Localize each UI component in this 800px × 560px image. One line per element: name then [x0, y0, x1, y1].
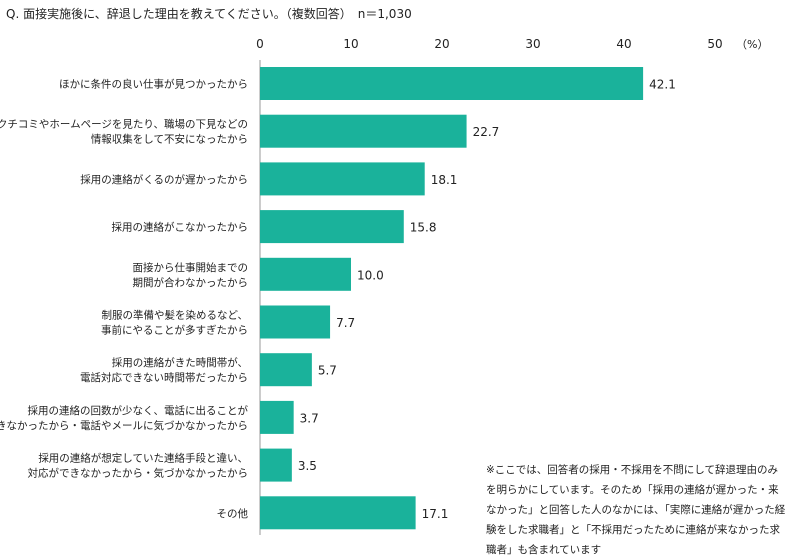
- value-label-2: 18.1: [431, 173, 458, 187]
- bar-9: [260, 496, 416, 530]
- category-label-6-1: 電話対応できない時間帯だったから: [80, 371, 248, 384]
- x-tick-label-2: 20: [434, 37, 449, 51]
- value-label-4: 10.0: [357, 268, 384, 282]
- category-label-5-1: 事前にやることが多すぎたから: [101, 324, 248, 337]
- x-tick-label-4: 40: [616, 37, 631, 51]
- x-tick-label-3: 30: [525, 37, 540, 51]
- value-label-8: 3.5: [298, 459, 317, 473]
- category-label-8-0: 採用の連絡が想定していた連絡手段と違い、: [38, 452, 248, 465]
- footnote: ※ここでは、回答者の採用・不採用を不問にして辞退理由のみを明らかにしています。そ…: [486, 464, 786, 556]
- value-label-7: 3.7: [300, 411, 319, 425]
- category-label-5-0: 制服の準備や髪を染めるなど、: [102, 309, 248, 322]
- bar-3: [260, 210, 404, 244]
- bar-7: [260, 400, 294, 434]
- category-label-4-1: 期間が合わなかったから: [133, 276, 249, 289]
- bar-0: [260, 67, 644, 100]
- value-label-9: 17.1: [422, 507, 449, 521]
- category-label-9-0: その他: [217, 507, 249, 520]
- unit-label: （%）: [736, 38, 768, 51]
- category-label-7-0: 採用の連絡の回数が少なく、電話に出ることが: [28, 404, 249, 417]
- value-label-3: 15.8: [410, 221, 437, 235]
- category-label-1-1: 情報収集をして不安になったから: [91, 133, 248, 146]
- bar-4: [260, 257, 351, 291]
- chart-title: Q. 面接実施後に、辞退した理由を教えてください。（複数回答） n＝1,030: [6, 7, 412, 21]
- category-label-8-1: 対応ができなかったから・気づかなかったから: [28, 467, 249, 480]
- x-tick-label-0: 0: [256, 37, 264, 51]
- bar-2: [260, 162, 425, 196]
- x-tick-label-5: 50: [707, 37, 722, 51]
- bar-5: [260, 305, 331, 339]
- category-label-1-0: クチコミやホームページを見たり、職場の下見などの: [0, 118, 248, 131]
- category-label-4-0: 面接から仕事開始までの: [133, 261, 249, 274]
- value-label-6: 5.7: [318, 364, 337, 378]
- x-tick-label-1: 10: [343, 37, 358, 51]
- value-label-1: 22.7: [473, 125, 500, 139]
- bar-6: [260, 353, 312, 387]
- value-label-0: 42.1: [649, 78, 676, 92]
- category-label-0-0: ほかに条件の良い仕事が見つかったから: [59, 78, 248, 91]
- category-label-7-1: できなかったから・電話やメールに気づかなかったから: [0, 419, 248, 432]
- bar-8: [260, 448, 292, 482]
- category-label-2-0: 採用の連絡がくるのが遅かったから: [80, 173, 248, 186]
- bar-1: [260, 114, 467, 148]
- value-label-5: 7.7: [336, 316, 355, 330]
- category-label-3-0: 採用の連絡がこなかったから: [112, 221, 249, 234]
- category-label-6-0: 採用の連絡がきた時間帯が、: [112, 356, 248, 369]
